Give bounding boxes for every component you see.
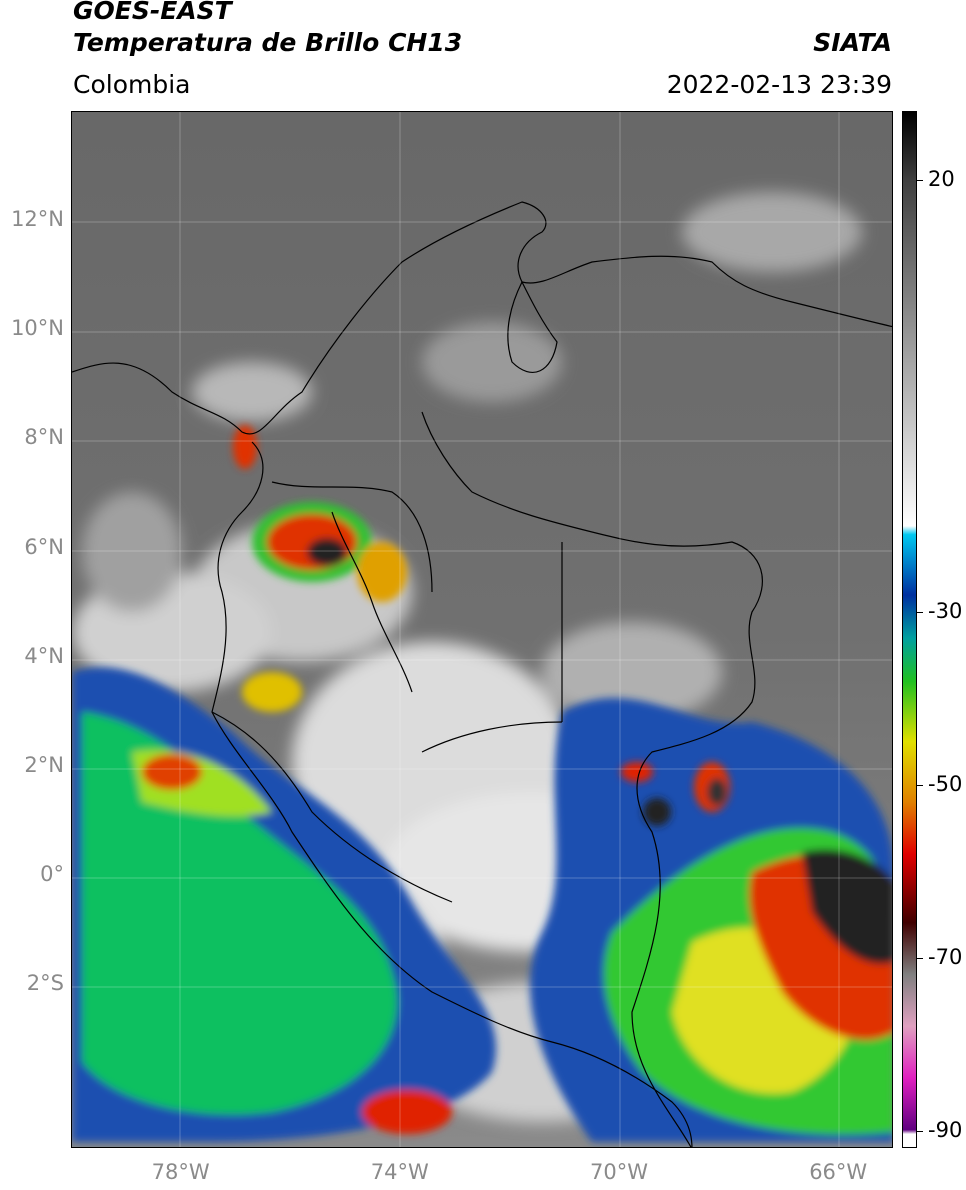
cloud-layer-cold <box>72 667 892 1142</box>
longitude-label: 74°W <box>370 1160 429 1184</box>
longitude-label: 66°W <box>809 1160 868 1184</box>
satellite-map <box>71 111 893 1148</box>
product-title: Temperatura de Brillo CH13 <box>73 28 463 57</box>
graticule <box>72 112 892 1147</box>
latitude-label: 8°N <box>24 425 64 450</box>
region-label: Colombia <box>73 70 191 99</box>
timestamp-label: 2022-02-13 23:39 <box>666 70 892 99</box>
colorbar-tick-label: -90 <box>928 1117 963 1142</box>
colorbar-tick <box>917 180 923 182</box>
colorbar-tick-label: -50 <box>928 772 963 797</box>
colorbar-tick-label: -30 <box>928 599 963 624</box>
organization-label: SIATA <box>813 28 892 57</box>
satellite-title: GOES-EAST <box>73 0 232 25</box>
latitude-label: 6°N <box>24 534 64 559</box>
convective-cells <box>233 425 730 826</box>
latitude-label: 12°N <box>11 207 64 232</box>
latitude-label: 4°N <box>24 643 64 668</box>
colorbar-tick-label: 20 <box>928 167 955 192</box>
latitude-label: 0° <box>40 862 64 887</box>
colorbar-tick <box>917 612 923 614</box>
map-canvas <box>72 112 892 1147</box>
colorbar-tick <box>917 957 923 959</box>
longitude-label: 78°W <box>151 1160 210 1184</box>
colorbar-tick <box>917 1130 923 1132</box>
temperature-colorbar <box>902 111 917 1148</box>
latitude-label: 2°N <box>24 752 64 777</box>
boundaries <box>72 201 892 1147</box>
longitude-label: 70°W <box>590 1160 648 1184</box>
latitude-label: 2°S <box>26 971 64 996</box>
colorbar-tick <box>917 785 923 787</box>
latitude-label: 10°N <box>11 316 64 341</box>
colorbar-tick-label: -70 <box>928 944 963 969</box>
